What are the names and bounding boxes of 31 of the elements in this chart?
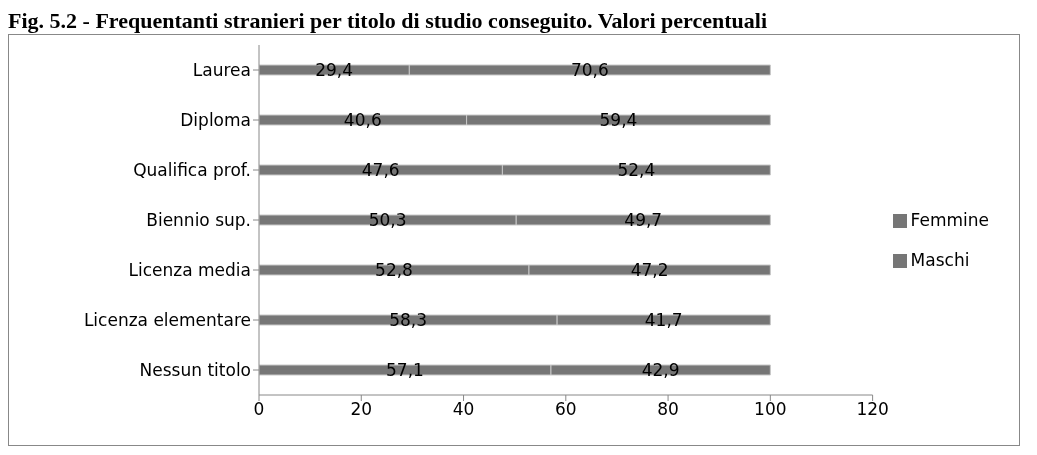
x-tick-label: 0 <box>253 399 265 420</box>
data-label: 49,7 <box>624 210 663 230</box>
legend-label: Femmine <box>910 210 989 230</box>
data-label: 47,6 <box>361 160 400 180</box>
data-label: 41,7 <box>644 310 683 330</box>
x-tick-label: 60 <box>554 399 577 420</box>
legend-label: Maschi <box>910 250 970 270</box>
y-tick-label: Licenza elementare <box>83 310 251 331</box>
x-tick-label: 80 <box>657 399 679 420</box>
y-tick-label: Qualifica prof. <box>133 160 251 181</box>
data-label: 42,9 <box>641 360 680 380</box>
x-tick-label: 120 <box>856 399 889 420</box>
data-label: 70,6 <box>570 60 609 80</box>
y-tick-label: Diploma <box>180 110 251 131</box>
data-label: 50,3 <box>368 210 407 230</box>
y-tick-label: Laurea <box>192 60 251 81</box>
data-label: 47,2 <box>630 260 669 280</box>
x-tick-label: 40 <box>452 399 475 420</box>
y-tick-label: Biennio sup. <box>146 210 251 231</box>
chart-title: Fig. 5.2 - Frequentanti stranieri per titolo di studio conseguito. Valori percentuali <box>8 8 768 34</box>
x-tick-label: 100 <box>754 399 787 420</box>
data-label: 57,1 <box>386 360 424 380</box>
y-tick-label: Nessun titolo <box>139 360 251 381</box>
data-label: 29,4 <box>315 60 354 80</box>
data-label: 52,4 <box>617 160 656 180</box>
x-tick-label: 20 <box>350 399 373 420</box>
data-label: 58,3 <box>389 310 427 330</box>
y-tick-label: Licenza media <box>128 260 251 281</box>
data-label: 59,4 <box>599 110 638 130</box>
data-label: 40,6 <box>343 110 382 130</box>
data-label: 52,8 <box>375 260 413 280</box>
